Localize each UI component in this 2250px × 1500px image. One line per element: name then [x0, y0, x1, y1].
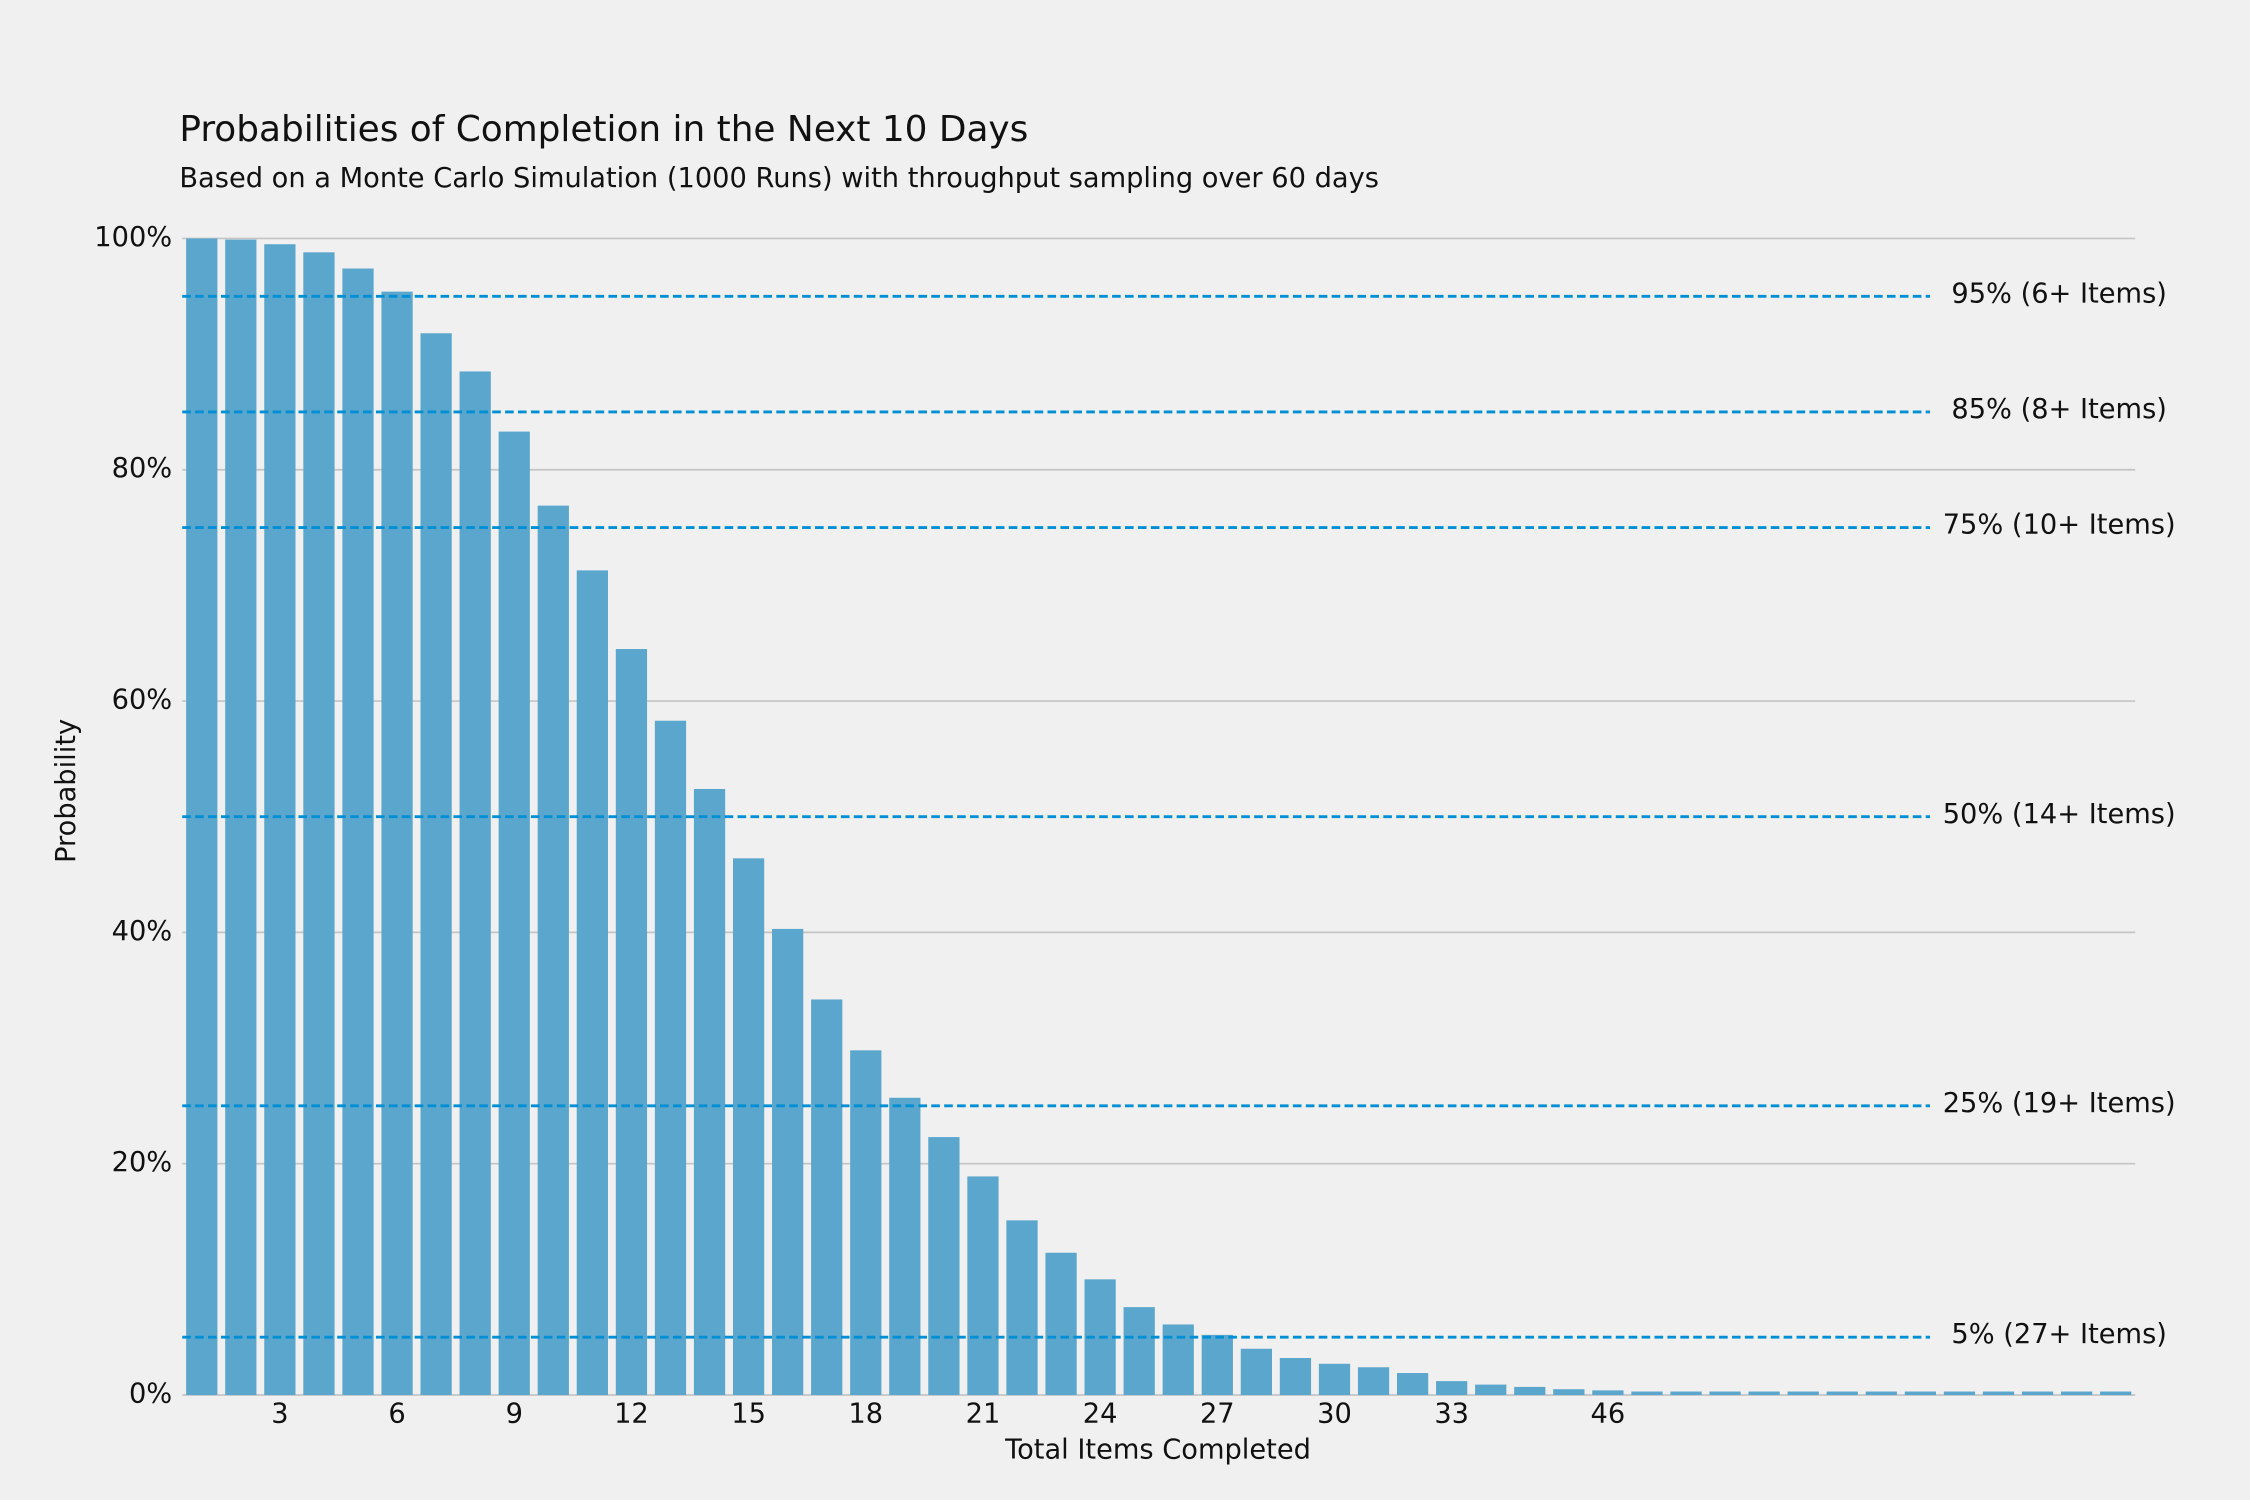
bar — [303, 252, 335, 1396]
x-tick-label: 21 — [966, 1399, 1001, 1430]
bar — [381, 291, 413, 1396]
bar — [1514, 1386, 1546, 1396]
bar — [772, 928, 804, 1396]
x-tick-label: 46 — [1591, 1399, 1626, 1430]
bar — [537, 505, 569, 1396]
x-tick-label: 9 — [506, 1399, 523, 1430]
bar — [459, 371, 491, 1396]
bar — [1748, 1391, 1780, 1396]
x-tick-label: 12 — [614, 1399, 649, 1430]
bar — [654, 720, 687, 1396]
bar — [498, 431, 530, 1396]
x-tick-label: 3 — [271, 1399, 288, 1430]
bar — [1279, 1357, 1312, 1396]
bar — [615, 649, 648, 1396]
bar — [1357, 1367, 1390, 1396]
bar — [1904, 1391, 1937, 1396]
x-tick-label: 30 — [1317, 1399, 1352, 1430]
bar — [264, 244, 296, 1396]
bar — [342, 268, 374, 1396]
bar — [1787, 1391, 1819, 1396]
bar — [732, 858, 765, 1396]
bar — [1123, 1307, 1155, 1396]
bar — [1709, 1391, 1741, 1396]
bar — [576, 570, 608, 1396]
bar — [1670, 1391, 1702, 1396]
bar — [1201, 1334, 1233, 1396]
bar — [811, 999, 843, 1396]
y-axis-label: Probability — [51, 719, 82, 863]
y-tick-label: 20% — [112, 1147, 173, 1178]
bar — [1318, 1363, 1351, 1396]
bar — [1982, 1391, 2015, 1396]
x-tick-label: 27 — [1200, 1399, 1235, 1430]
reference-label: 95% (6+ Items) — [1951, 278, 2167, 309]
bar — [1592, 1390, 1624, 1396]
bar — [2060, 1391, 2093, 1396]
bar — [889, 1097, 921, 1396]
bar — [1396, 1373, 1429, 1396]
bar — [1240, 1348, 1272, 1396]
bar — [693, 788, 726, 1396]
bar — [1475, 1384, 1507, 1396]
x-tick-label: 6 — [388, 1399, 405, 1430]
chart-subtitle: Based on a Monte Carlo Simulation (1000 … — [179, 163, 1379, 194]
reference-label: 85% (8+ Items) — [1951, 394, 2167, 425]
bar — [2021, 1391, 2054, 1396]
x-axis-label: Total Items Completed — [1004, 1434, 1311, 1465]
y-tick-label: 100% — [94, 222, 172, 253]
bar — [1436, 1381, 1468, 1396]
y-tick-label: 0% — [129, 1379, 172, 1410]
x-tick-label: 15 — [731, 1399, 766, 1430]
reference-label: 25% (19+ Items) — [1943, 1088, 2176, 1119]
x-tick-label: 24 — [1083, 1399, 1118, 1430]
bar — [967, 1176, 999, 1396]
bar — [420, 333, 452, 1396]
reference-label: 75% (10+ Items) — [1943, 510, 2176, 541]
y-tick-label: 60% — [112, 685, 173, 716]
bar — [1006, 1220, 1038, 1396]
y-tick-label: 80% — [112, 453, 173, 484]
bar — [1826, 1391, 1858, 1396]
bar — [1162, 1324, 1194, 1396]
chart-title: Probabilities of Completion in the Next … — [179, 109, 1028, 150]
bar — [2100, 1391, 2132, 1396]
bar — [1631, 1391, 1663, 1396]
bar — [1045, 1252, 1077, 1396]
reference-label: 5% (27+ Items) — [1951, 1319, 2167, 1350]
x-tick-label: 33 — [1434, 1399, 1469, 1430]
bar — [1865, 1391, 1897, 1396]
x-tick-label: 18 — [848, 1399, 883, 1430]
bar — [1553, 1389, 1585, 1396]
reference-label: 50% (14+ Items) — [1943, 799, 2176, 830]
bar — [928, 1137, 960, 1396]
bar — [850, 1050, 882, 1396]
bar — [1943, 1391, 1976, 1396]
y-tick-label: 40% — [112, 916, 173, 947]
